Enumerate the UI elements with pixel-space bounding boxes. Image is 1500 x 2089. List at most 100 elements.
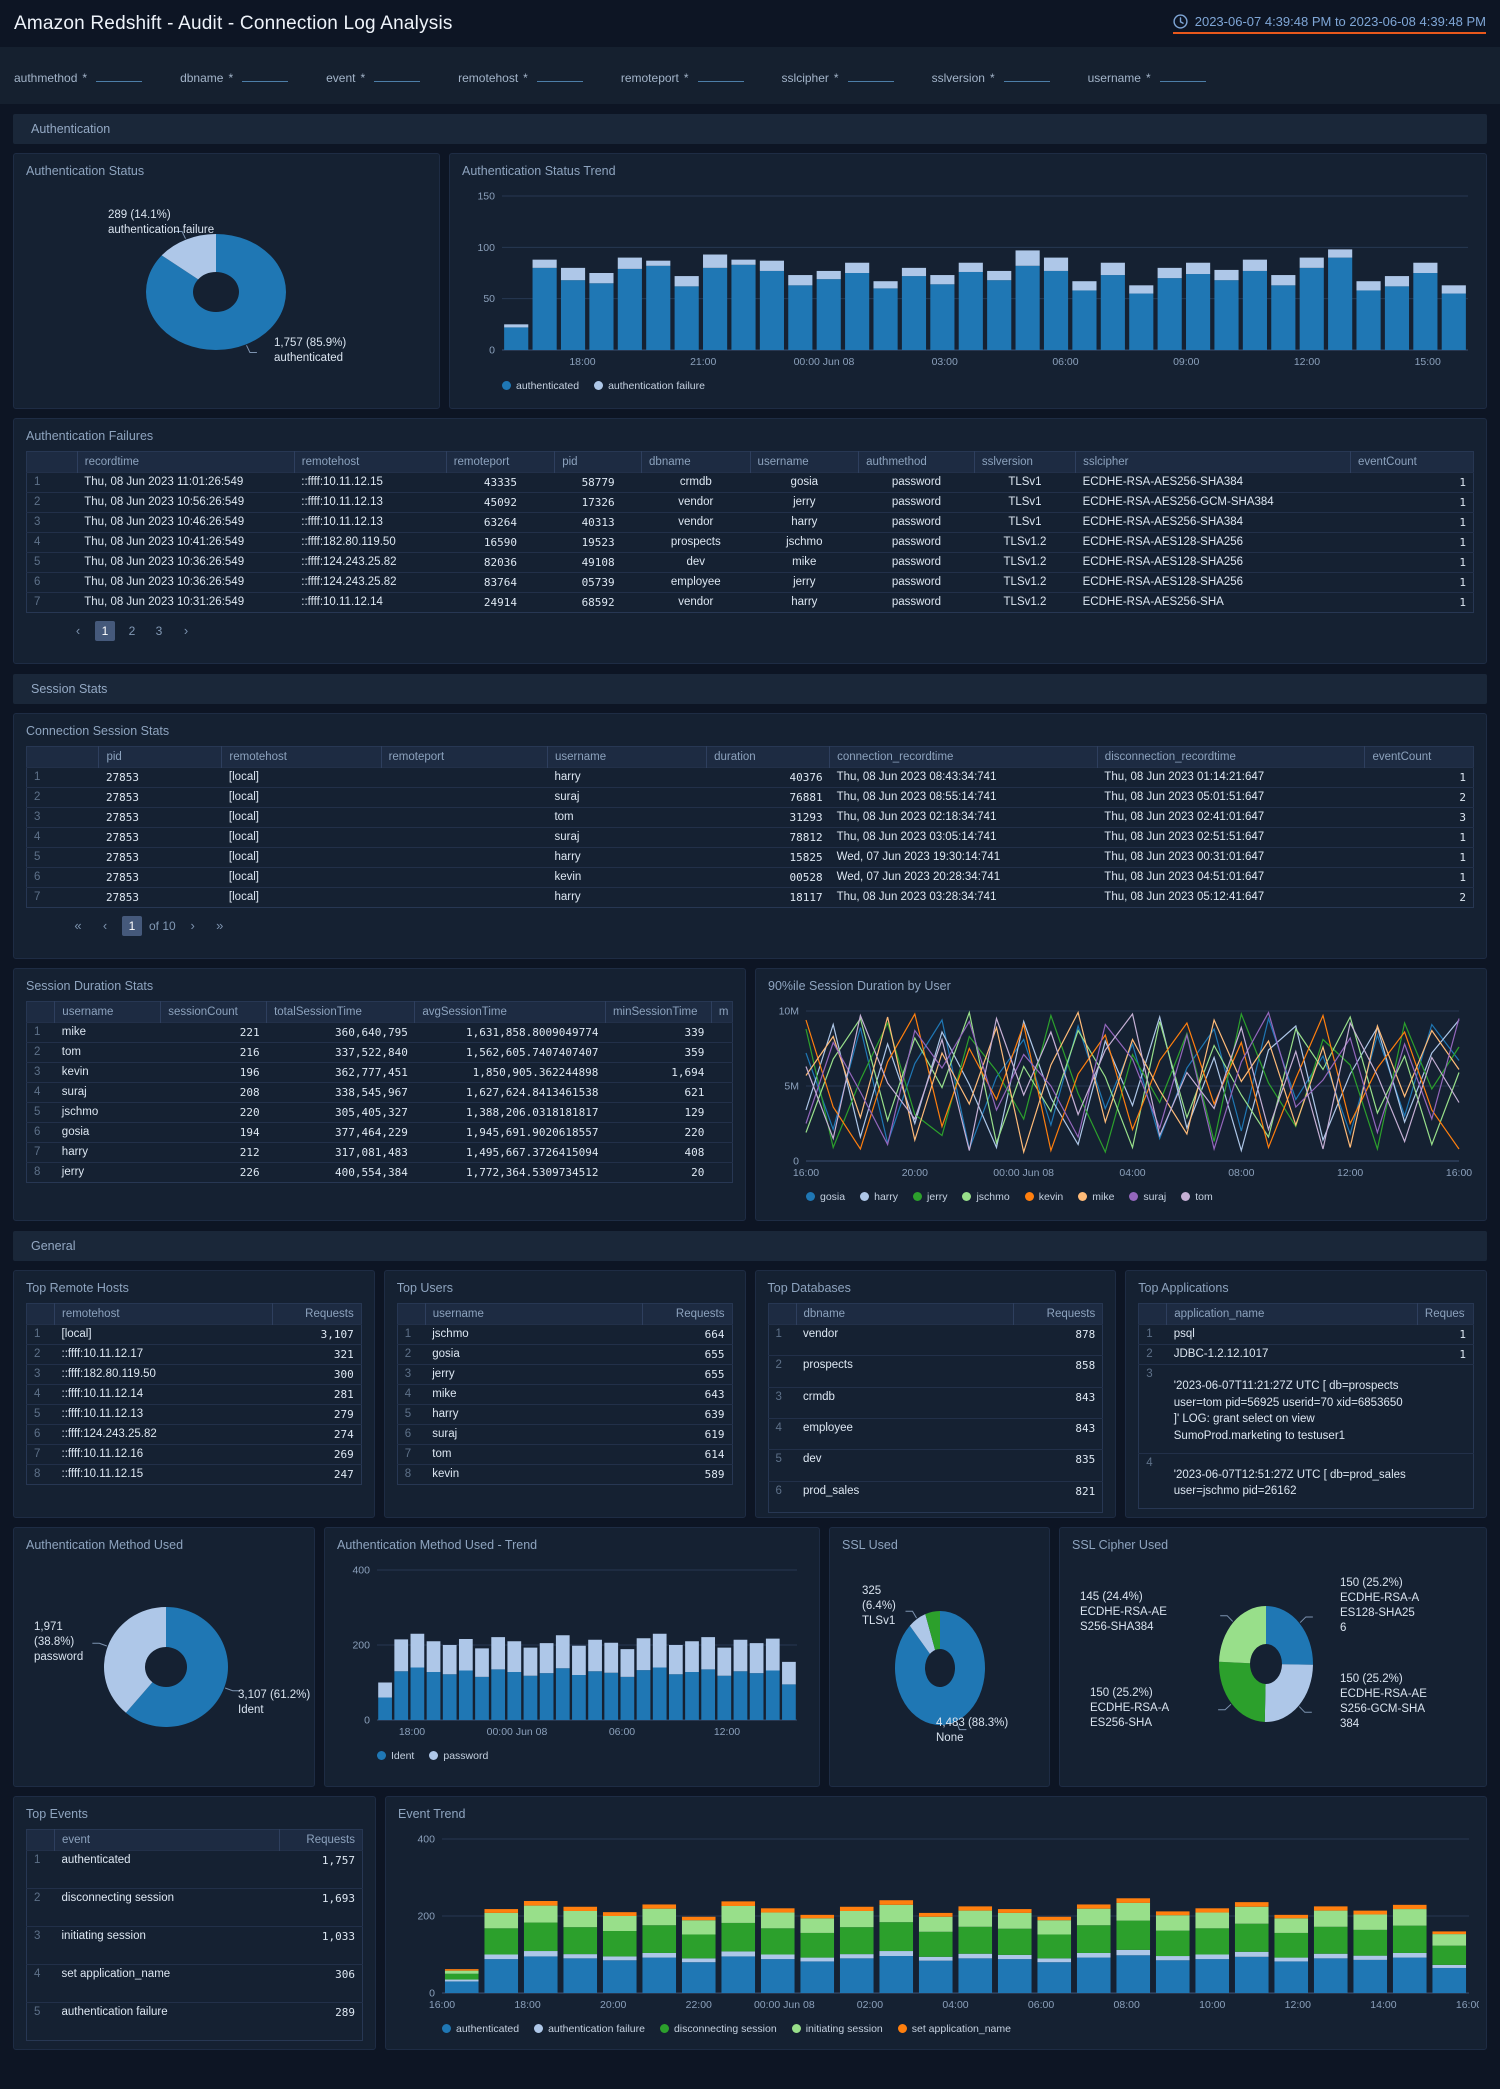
donut-slice[interactable]	[146, 234, 287, 350]
pager-nav[interactable]: «	[74, 918, 82, 933]
table-row[interactable]: 1 27853 [local] harry 40376 Thu, 08 Jun 2023 …	[26, 767, 1474, 788]
table-row[interactable]: 2 27853 [local] suraj 76881 Thu, 08 Jun 2023 …	[26, 787, 1474, 808]
donut-chart[interactable]	[842, 1560, 1037, 1772]
column-header[interactable]: avgSessionTime	[414, 1001, 606, 1023]
column-header[interactable]: Requests	[279, 1829, 363, 1851]
table-row[interactable]: 2 JDBC-1.2.12.1017 1	[1138, 1344, 1474, 1365]
column-header[interactable]: Requests	[1417, 1303, 1474, 1325]
table-row[interactable]: 5 Thu, 08 Jun 2023 10:36:26:549::ffff:124…	[26, 552, 1474, 573]
filter-input[interactable]	[1003, 67, 1050, 82]
table-row[interactable]: 1 psql 1	[1138, 1324, 1474, 1345]
table-row[interactable]: 6 suraj 619	[397, 1424, 732, 1445]
column-header[interactable]: duration	[706, 746, 831, 768]
column-header[interactable]: username	[425, 1303, 644, 1325]
table-row[interactable]: 1 vendor 878	[768, 1323, 1103, 1356]
table-row[interactable]: 7 harry 212 317,081,483 1,495,667.3726415094…	[26, 1142, 733, 1163]
column-header[interactable]: sslversion	[974, 451, 1077, 473]
donut-slice[interactable]	[1264, 1664, 1313, 1722]
legend-item[interactable]: jschmo	[962, 1191, 1010, 1203]
table-row[interactable]: 2 disconnecting session 1,693	[26, 1888, 363, 1927]
column-header[interactable]: eventCount	[1350, 451, 1474, 473]
table-row[interactable]: 3 27853 [local] tom 31293 Thu, 08 Jun 2023 02…	[26, 807, 1474, 828]
filter-input[interactable]	[536, 67, 583, 82]
table-row[interactable]: 1 Thu, 08 Jun 2023 11:01:26:549::ffff:10.…	[26, 472, 1474, 493]
pager-page[interactable]: 1	[95, 621, 115, 641]
pager-nav[interactable]: »	[216, 918, 224, 933]
pager-nav[interactable]: ‹	[75, 623, 81, 638]
filter-input[interactable]	[96, 67, 143, 82]
bar-chart[interactable]: 0 50 100 150 18:00 21:00 00:00 Jun 08 03:00 06:0…	[462, 186, 1478, 372]
donut-slice[interactable]	[925, 1611, 940, 1651]
legend-item[interactable]: kevin	[1024, 1191, 1063, 1203]
filter-input[interactable]	[242, 67, 289, 82]
table-row[interactable]: 3 Thu, 08 Jun 2023 10:46:26:549::ffff:10.…	[26, 512, 1474, 533]
column-header[interactable]: authmethod	[858, 451, 975, 473]
table-row[interactable]: 3 kevin 196 362,777,451 1,850,905.362244898 1…	[26, 1062, 733, 1083]
table-row[interactable]: 6 gosia 194 377,464,229 1,945,691.9020618557…	[26, 1122, 733, 1143]
column-header[interactable]: remotehost	[294, 451, 447, 473]
pager-nav[interactable]: ›	[183, 623, 189, 638]
legend-item[interactable]: set application_name	[897, 2023, 1011, 2035]
table-row[interactable]: 4'2023-06-07T12:51:27Z UTC [ db=prod_sal…	[1138, 1452, 1474, 1509]
table-row[interactable]: 6 27853 [local] kevin 00528 Wed, 07 Jun 2023 …	[26, 867, 1474, 888]
table-row[interactable]: 7::ffff:10.11.12.16 269	[26, 1444, 362, 1465]
column-header[interactable]: remoteport	[381, 746, 548, 768]
table-row[interactable]: 1 [local] 3,107	[26, 1324, 362, 1345]
table-row[interactable]: 2::ffff:10.11.12.17 321	[26, 1344, 362, 1365]
table-row[interactable]: 2 prospects 858	[768, 1355, 1103, 1388]
filter-input[interactable]	[374, 67, 421, 82]
column-header[interactable]: minSessionTime	[605, 1001, 712, 1023]
legend-item[interactable]: harry	[860, 1191, 898, 1203]
column-header[interactable]: eventCount	[1364, 746, 1474, 768]
table-row[interactable]: 2 tom 216 337,522,840 1,562,605.7407407407 35…	[26, 1042, 733, 1063]
column-header[interactable]: event	[54, 1829, 281, 1851]
column-header[interactable]: recordtime	[77, 451, 295, 473]
pager-page[interactable]: 2	[128, 624, 136, 638]
column-header[interactable]: sslcipher	[1075, 451, 1352, 473]
table-row[interactable]: 4 Thu, 08 Jun 2023 10:41:26:549::ffff:182…	[26, 532, 1474, 553]
table-row[interactable]: 4 suraj 208 338,545,967 1,627,624.8413461538…	[26, 1082, 733, 1103]
table-row[interactable]: 3'2023-06-07T11:21:27Z UTC [ db=prospect…	[1138, 1364, 1474, 1454]
bar-chart[interactable]: 0 200 400 18:00 00:00 Jun 08 06:00 12:00	[337, 1560, 807, 1742]
column-header[interactable]: pid	[554, 451, 643, 473]
table-row[interactable]: 8 kevin 589	[397, 1464, 732, 1485]
column-header[interactable]: m	[711, 1001, 733, 1023]
pager-page[interactable]: 1	[122, 916, 142, 936]
legend-item[interactable]: jerry	[913, 1191, 947, 1203]
legend-item[interactable]: mike	[1078, 1191, 1114, 1203]
donut-slice[interactable]	[1266, 1606, 1313, 1665]
table-row[interactable]: 2 Thu, 08 Jun 2023 10:56:26:549::ffff:10.…	[26, 492, 1474, 513]
column-header[interactable]: sessionCount	[160, 1001, 268, 1023]
table-row[interactable]: 1 mike 221 360,640,795 1,631,858.8009049774 3…	[26, 1022, 733, 1043]
donut-slice[interactable]	[103, 1607, 166, 1713]
table-row[interactable]: 6 prod_sales 821	[768, 1480, 1103, 1513]
legend-item[interactable]: Ident	[377, 1750, 414, 1762]
donut-chart[interactable]	[26, 1560, 302, 1772]
section-session-stats[interactable]: Session Stats	[13, 674, 1487, 704]
filter-input[interactable]	[1159, 67, 1206, 82]
pager-page[interactable]: 3	[155, 624, 163, 638]
column-header[interactable]: remotehost	[221, 746, 382, 768]
donut-chart[interactable]	[1072, 1560, 1481, 1772]
legend-item[interactable]: tom	[1181, 1191, 1213, 1203]
legend-item[interactable]: disconnecting session	[659, 2023, 777, 2035]
table-row[interactable]: 4::ffff:10.11.12.14 281	[26, 1384, 362, 1405]
donut-chart[interactable]	[26, 186, 426, 398]
legend-item[interactable]: suraj	[1129, 1191, 1166, 1203]
table-row[interactable]: 1 authenticated 1,757	[26, 1850, 363, 1889]
legend-item[interactable]: authentication failure	[594, 380, 705, 392]
pager-nav[interactable]: ‹	[102, 918, 108, 933]
column-header[interactable]: dbname	[796, 1303, 1015, 1325]
pager-nav[interactable]: ›	[190, 918, 195, 933]
table-row[interactable]: 5 authentication failure 289	[26, 2002, 363, 2041]
table-row[interactable]: 1 jschmo 664	[397, 1324, 732, 1345]
table-row[interactable]: 5 jschmo 220 305,405,327 1,388,206.031818181…	[26, 1102, 733, 1123]
section-general[interactable]: General	[13, 1231, 1487, 1261]
column-header[interactable]: remoteport	[446, 451, 556, 473]
table-row[interactable]: 8 jerry 226 400,554,384 1,772,364.5309734512…	[26, 1162, 733, 1183]
legend-item[interactable]: authentication failure	[534, 2023, 645, 2035]
table-row[interactable]: 3::ffff:182.80.119.50 300	[26, 1364, 362, 1385]
table-row[interactable]: 3 initiating session 1,033	[26, 1926, 363, 1965]
legend-item[interactable]: initiating session	[791, 2023, 883, 2035]
column-header[interactable]: application_name	[1166, 1303, 1418, 1325]
